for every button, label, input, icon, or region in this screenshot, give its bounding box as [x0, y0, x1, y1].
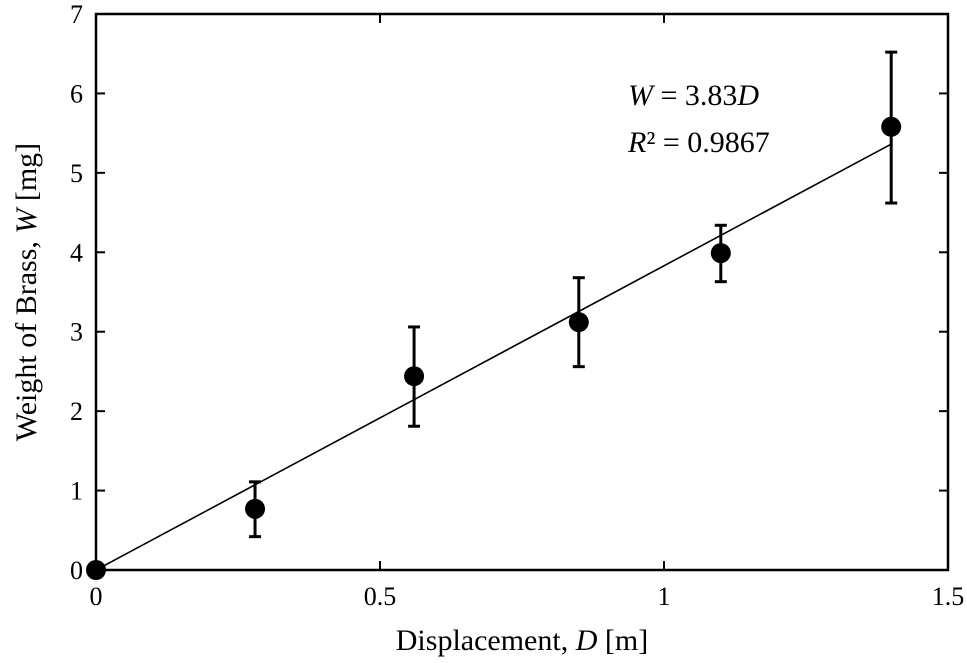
y-axis-label: Weight of Brass, W [mg] — [10, 143, 43, 441]
x-axis-label: Displacement, D [m] — [396, 624, 648, 657]
x-tick-label: 0 — [90, 582, 103, 611]
plot-frame — [94, 12, 950, 572]
tick-labels: 0 0.5 1 1.5 0 1 2 3 4 5 6 7 — [70, 0, 964, 611]
fit-equation: W = 3.83D — [628, 79, 759, 112]
y-tick-label: 6 — [70, 79, 83, 108]
y-tick-label: 4 — [70, 238, 83, 267]
ticks — [95, 13, 949, 571]
y-tick-label: 2 — [70, 397, 83, 426]
error-bars — [249, 50, 898, 539]
data-point — [86, 560, 106, 580]
data-point — [881, 116, 902, 137]
data-point — [710, 243, 731, 264]
y-tick-label: 0 — [70, 556, 83, 585]
x-tick-label: 1 — [658, 582, 671, 611]
fit-line — [95, 143, 892, 571]
y-tick-label: 5 — [70, 159, 83, 188]
data-point — [568, 312, 589, 333]
x-tick-label: 1.5 — [932, 582, 965, 611]
data-point — [245, 498, 266, 519]
data-points — [86, 116, 902, 580]
data-point — [404, 366, 425, 387]
y-tick-label: 3 — [70, 318, 83, 347]
r-squared: R² = 0.9867 — [627, 126, 770, 159]
y-tick-label: 1 — [70, 477, 83, 506]
y-tick-label: 7 — [70, 0, 83, 29]
x-tick-label: 0.5 — [364, 582, 397, 611]
